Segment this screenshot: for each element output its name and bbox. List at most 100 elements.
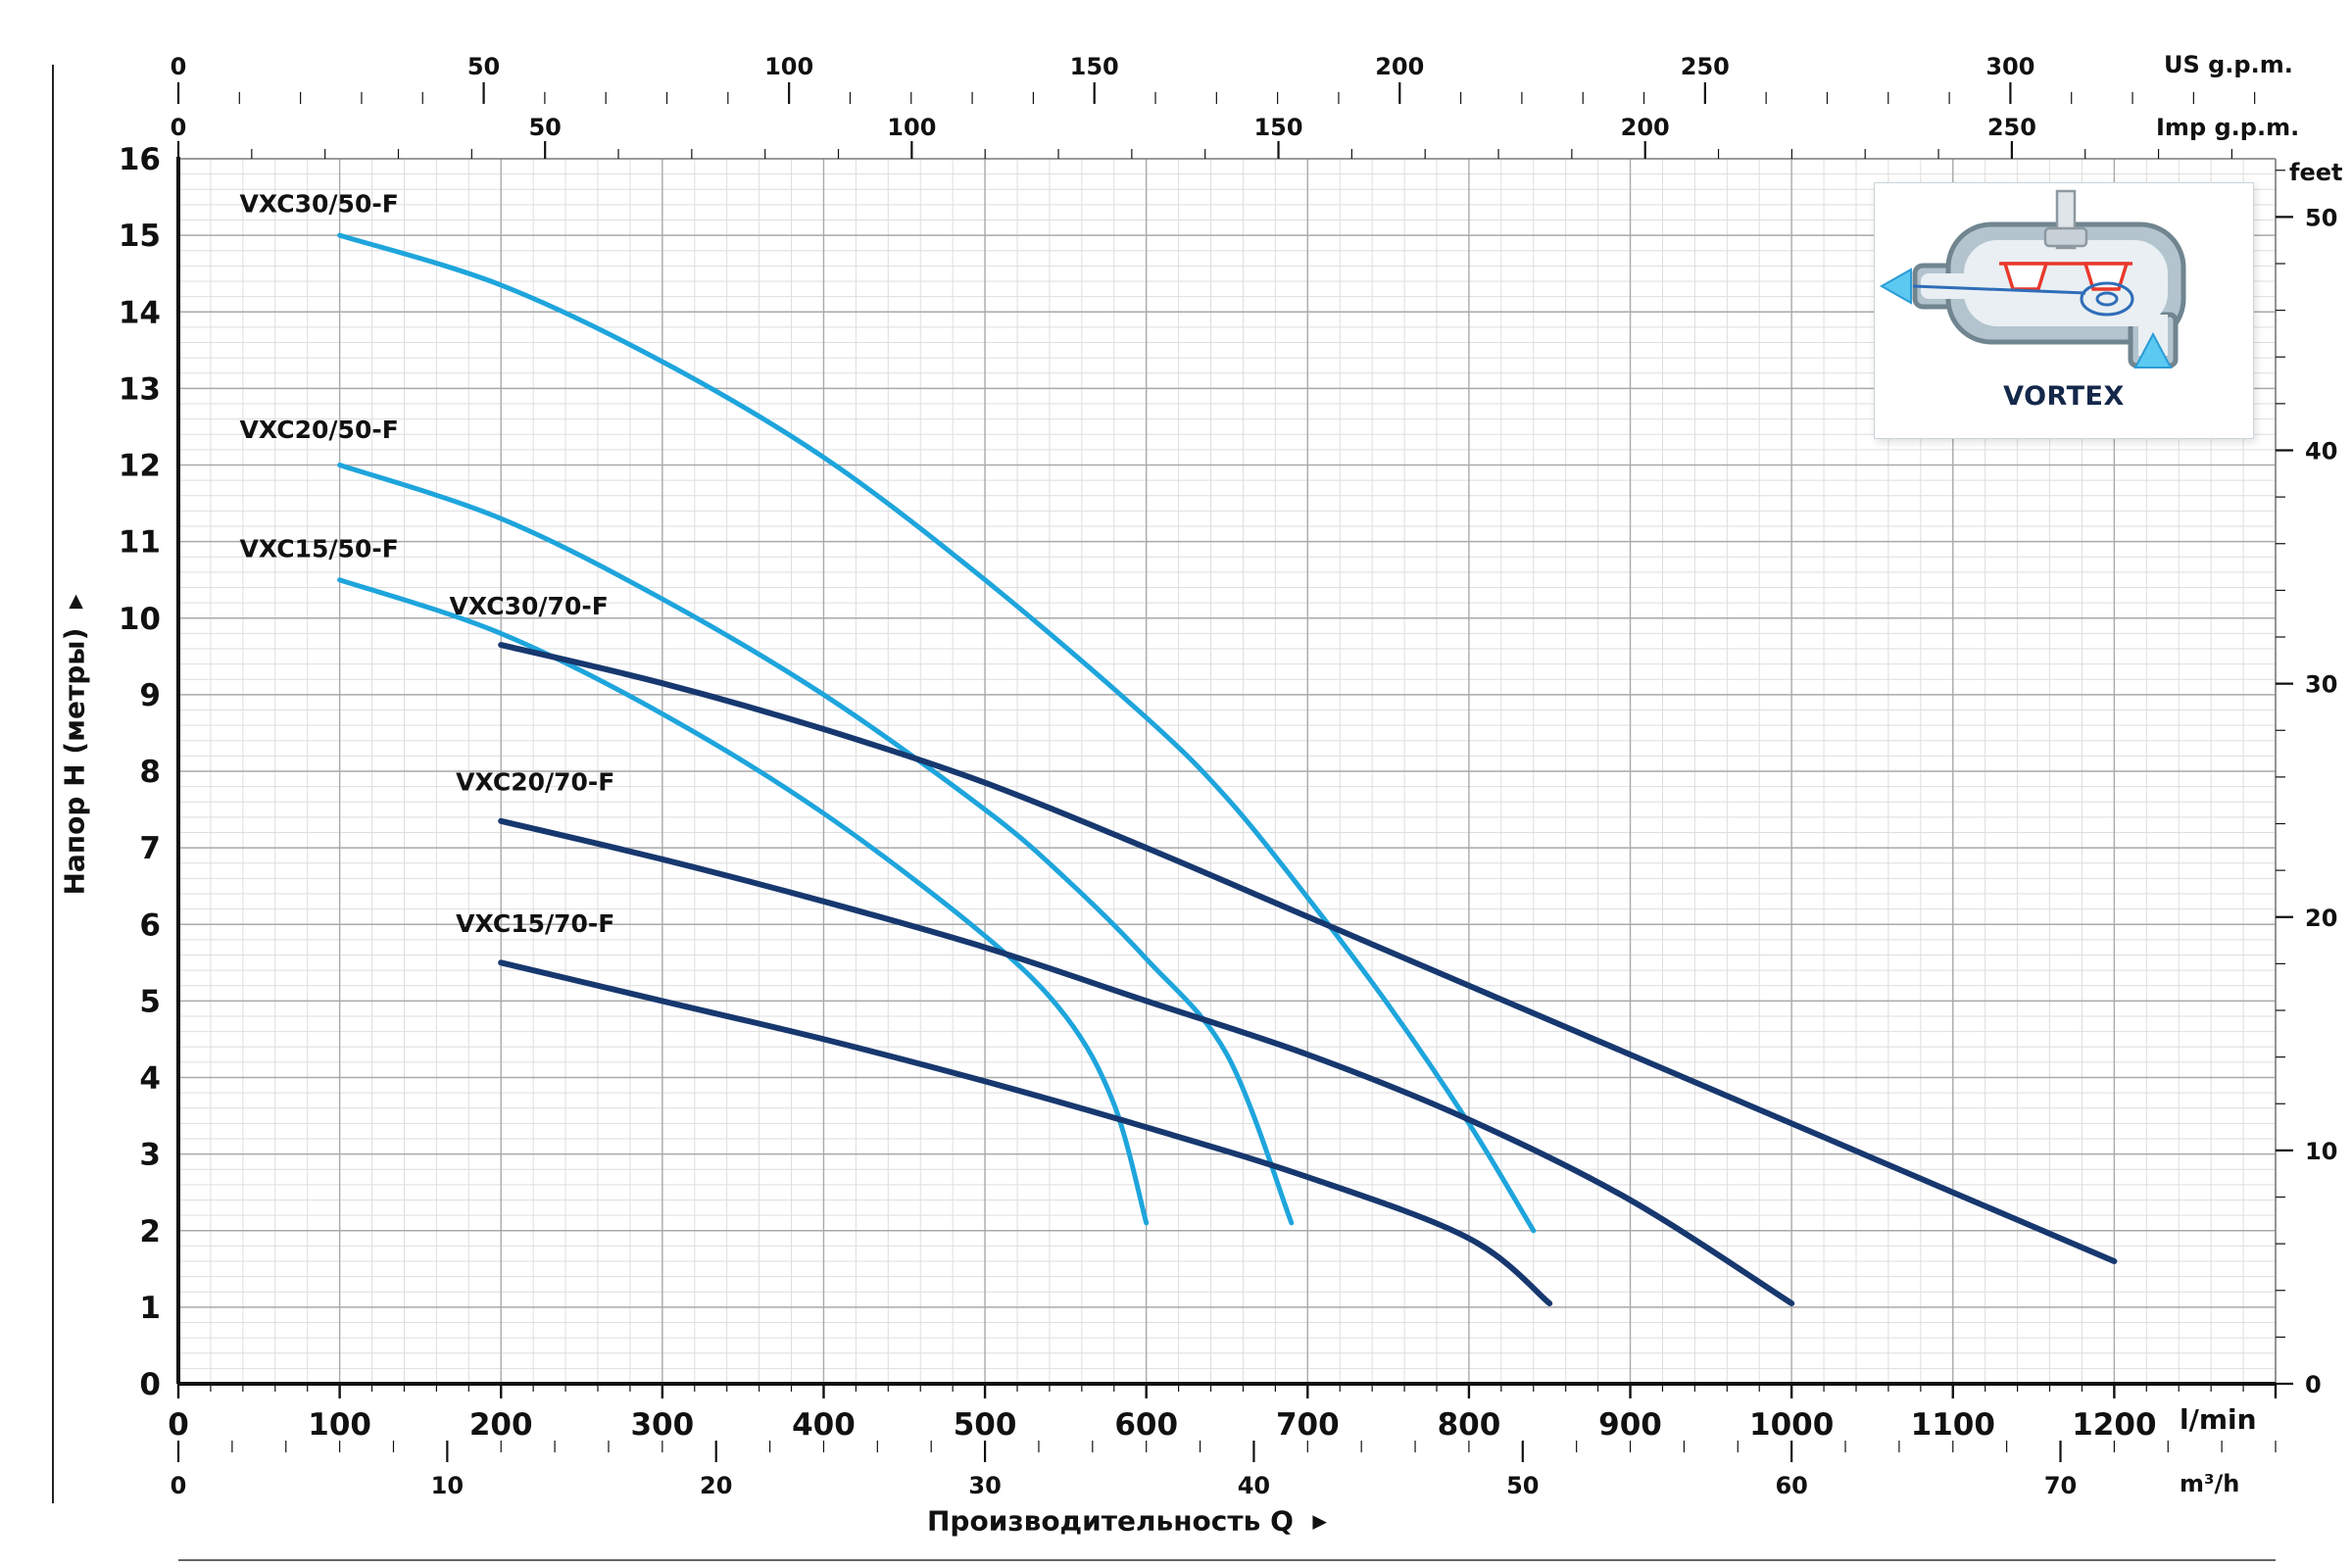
plot-frame <box>176 157 2277 1386</box>
svg-text:6: 6 <box>139 907 161 943</box>
svg-text:9: 9 <box>139 678 161 713</box>
svg-text:70: 70 <box>2044 1472 2077 1499</box>
svg-text:0: 0 <box>168 1407 189 1443</box>
curve-labels: VXC30/50-F VXC20/50-F VXC15/50-F VXC30/70-F… <box>240 190 615 938</box>
imp-gpm-unit-label: Imp g.p.m. <box>2156 114 2300 141</box>
x-axis-title-text: Производительность Q <box>926 1504 1294 1538</box>
svg-text:12: 12 <box>119 449 161 484</box>
curve-VXC20/70-F <box>498 817 1795 1306</box>
flow-arrow-left-icon <box>1880 268 1912 305</box>
svg-text:30: 30 <box>2305 671 2337 699</box>
svg-text:100: 100 <box>308 1407 371 1443</box>
svg-text:20: 20 <box>2305 905 2337 932</box>
svg-text:500: 500 <box>954 1407 1017 1443</box>
m3h-unit-label: m³/h <box>2180 1470 2240 1497</box>
up-arrow-icon: ▶ <box>64 594 86 610</box>
svg-text:30: 30 <box>968 1472 1001 1499</box>
svg-text:60: 60 <box>1775 1472 1807 1499</box>
svg-text:1100: 1100 <box>1911 1407 1995 1443</box>
svg-text:50: 50 <box>528 114 561 141</box>
pump-casing <box>1912 221 2186 368</box>
x-axis-impgpm: 0 50 100 150 200 250 <box>171 114 2232 159</box>
svg-text:40: 40 <box>1238 1472 1270 1499</box>
svg-text:200: 200 <box>1621 114 1670 141</box>
svg-text:13: 13 <box>119 371 161 407</box>
svg-text:10: 10 <box>2305 1138 2337 1165</box>
svg-text:0: 0 <box>171 114 187 141</box>
svg-text:VXC30/70-F: VXC30/70-F <box>450 592 609 620</box>
us-gpm-unit-label: US g.p.m. <box>2164 51 2293 78</box>
svg-text:VXC30/50-F: VXC30/50-F <box>240 190 399 219</box>
svg-text:0: 0 <box>139 1367 161 1402</box>
vortex-pump-diagram <box>1880 189 2186 368</box>
curves <box>337 232 2118 1306</box>
svg-text:300: 300 <box>630 1407 694 1443</box>
svg-text:0: 0 <box>171 1472 187 1499</box>
vortex-swirl-icon <box>1912 281 2134 317</box>
y-axis-title: Напор H (метры) ▶ <box>59 594 91 895</box>
vortex-label: VORTEX <box>2003 381 2125 412</box>
svg-text:200: 200 <box>1375 53 1424 80</box>
svg-text:100: 100 <box>764 53 813 80</box>
svg-text:50: 50 <box>467 53 500 80</box>
svg-text:50: 50 <box>2305 204 2337 231</box>
svg-text:50: 50 <box>1506 1472 1539 1499</box>
svg-text:3: 3 <box>139 1138 161 1173</box>
svg-text:400: 400 <box>792 1407 856 1443</box>
svg-text:700: 700 <box>1276 1407 1340 1443</box>
svg-text:8: 8 <box>139 755 161 790</box>
x-axis-m3h: 0 10 20 30 40 50 60 70 <box>171 1441 2277 1499</box>
svg-text:4: 4 <box>139 1061 161 1097</box>
svg-text:16: 16 <box>119 142 161 177</box>
svg-text:10: 10 <box>119 602 161 637</box>
curve-VXC30/70-F <box>498 642 2118 1264</box>
svg-text:800: 800 <box>1438 1407 1501 1443</box>
svg-text:VXC15/70-F: VXC15/70-F <box>456 909 614 938</box>
svg-text:150: 150 <box>1070 53 1119 80</box>
svg-text:7: 7 <box>139 831 161 866</box>
curve-VXC15/50-F <box>337 577 1150 1226</box>
svg-text:900: 900 <box>1598 1407 1662 1443</box>
svg-text:1: 1 <box>139 1291 161 1326</box>
svg-text:1000: 1000 <box>1749 1407 1834 1443</box>
impeller-icon <box>1999 262 2132 291</box>
svg-text:VXC15/50-F: VXC15/50-F <box>240 534 399 563</box>
x-axis-usgpm: 0 50 100 150 200 250 300 <box>171 53 2256 104</box>
x-axis-title: Производительность Q ▶ <box>927 1505 1327 1538</box>
vortex-inset: VORTEX <box>1874 182 2254 439</box>
left-page-rule <box>52 65 54 1503</box>
y-axis-feet: 0 10 20 30 40 50 <box>2276 170 2337 1398</box>
svg-text:14: 14 <box>119 295 161 330</box>
feet-unit-label: feet <box>2289 159 2343 186</box>
curve-VXC15/70-F <box>498 959 1553 1306</box>
x-axis-lmin: 0 100 200 300 400 500 600 700 800 900 1000 1100 1200 <box>168 1384 2278 1443</box>
svg-text:11: 11 <box>119 525 161 561</box>
right-arrow-icon: ▶ <box>1312 1510 1328 1533</box>
svg-text:250: 250 <box>1681 53 1730 80</box>
svg-text:0: 0 <box>171 53 187 80</box>
y-axis-title-text: Напор H (метры) <box>58 627 91 896</box>
svg-text:15: 15 <box>119 219 161 254</box>
svg-text:20: 20 <box>700 1472 732 1499</box>
pump-shaft <box>2043 189 2088 250</box>
svg-text:VXC20/50-F: VXC20/50-F <box>240 416 399 444</box>
svg-text:300: 300 <box>1985 53 2034 80</box>
svg-text:0: 0 <box>2305 1371 2322 1398</box>
curve-VXC30/50-F <box>337 232 1537 1234</box>
svg-text:150: 150 <box>1253 114 1302 141</box>
svg-text:250: 250 <box>1987 114 2036 141</box>
lmin-unit-label: l/min <box>2180 1403 2257 1436</box>
svg-text:200: 200 <box>469 1407 533 1443</box>
bottom-page-rule <box>178 1559 2276 1561</box>
curve-VXC20/50-F <box>337 463 1295 1226</box>
svg-text:1200: 1200 <box>2072 1407 2156 1443</box>
flow-arrow-up-icon <box>2133 331 2173 368</box>
svg-text:40: 40 <box>2305 438 2337 466</box>
svg-text:100: 100 <box>887 114 936 141</box>
svg-text:VXC20/70-F: VXC20/70-F <box>456 768 614 797</box>
svg-text:5: 5 <box>139 984 161 1019</box>
svg-text:10: 10 <box>431 1472 464 1499</box>
svg-text:2: 2 <box>139 1214 161 1250</box>
